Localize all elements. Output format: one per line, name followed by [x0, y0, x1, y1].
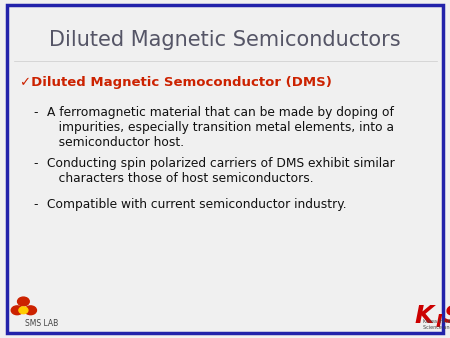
Circle shape	[25, 306, 36, 315]
Text: Diluted Magnetic Semiconductors: Diluted Magnetic Semiconductors	[49, 30, 401, 50]
Text: -: -	[34, 106, 38, 119]
Text: ✓Diluted Magnetic Semoconductor (DMS): ✓Diluted Magnetic Semoconductor (DMS)	[20, 76, 332, 89]
Circle shape	[18, 297, 29, 306]
Text: K: K	[414, 304, 433, 328]
Text: -: -	[34, 157, 38, 170]
Text: -: -	[34, 198, 38, 211]
Text: A ferromagnetic material that can be made by doping of
   impurities, especially: A ferromagnetic material that can be mad…	[47, 106, 394, 149]
Text: Korea Institute of
Science and Technology: Korea Institute of Science and Technolog…	[423, 319, 450, 330]
FancyBboxPatch shape	[7, 5, 443, 333]
Text: ST: ST	[443, 304, 450, 328]
Circle shape	[19, 307, 28, 314]
Circle shape	[11, 306, 23, 315]
Text: Compatible with current semiconductor industry.: Compatible with current semiconductor in…	[47, 198, 347, 211]
Text: SMS LAB: SMS LAB	[25, 319, 58, 329]
Text: I: I	[436, 313, 442, 331]
Text: Conducting spin polarized carriers of DMS exhibit similar
   characters those of: Conducting spin polarized carriers of DM…	[47, 157, 395, 185]
